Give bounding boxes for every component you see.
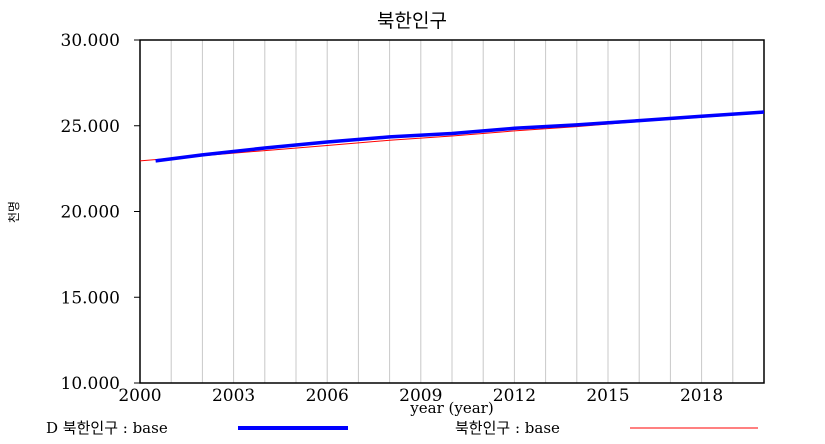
legend-label-series-2: 북한인구 : base bbox=[455, 419, 560, 437]
x-axis-label: year (year) bbox=[409, 399, 493, 417]
series-line-1 bbox=[155, 110, 765, 163]
x-tick-label: 2003 bbox=[212, 386, 255, 406]
y-tick-label: 25.000 bbox=[61, 117, 120, 137]
legend-label-series-1: D 북한인구 : base bbox=[46, 419, 168, 437]
x-tick-label: 2000 bbox=[118, 386, 161, 406]
y-tick-label: 20.000 bbox=[61, 203, 120, 223]
x-tick-label: 2009 bbox=[399, 386, 442, 406]
series-layer bbox=[139, 110, 765, 163]
x-tick-label: 2018 bbox=[680, 386, 723, 406]
chart-title: 북한인구 bbox=[377, 10, 447, 32]
x-tick-label: 2012 bbox=[493, 386, 536, 406]
gridlines bbox=[170, 40, 734, 383]
y-tick-labels: 30.000 25.000 20.000 15.000 10.000 bbox=[61, 31, 140, 394]
x-tick-label: 2015 bbox=[586, 386, 629, 406]
legend: D 북한인구 : base 북한인구 : base bbox=[46, 419, 758, 437]
y-tick-label: 15.000 bbox=[61, 288, 120, 308]
x-tick-label: 2006 bbox=[306, 386, 349, 406]
y-tick-label: 30.000 bbox=[61, 31, 120, 51]
y-tick-label: 10.000 bbox=[61, 374, 120, 394]
y-axis-label: 천명 bbox=[6, 201, 21, 223]
x-tick-labels: 2000 2003 2006 2009 2012 2015 2018 bbox=[118, 386, 723, 406]
